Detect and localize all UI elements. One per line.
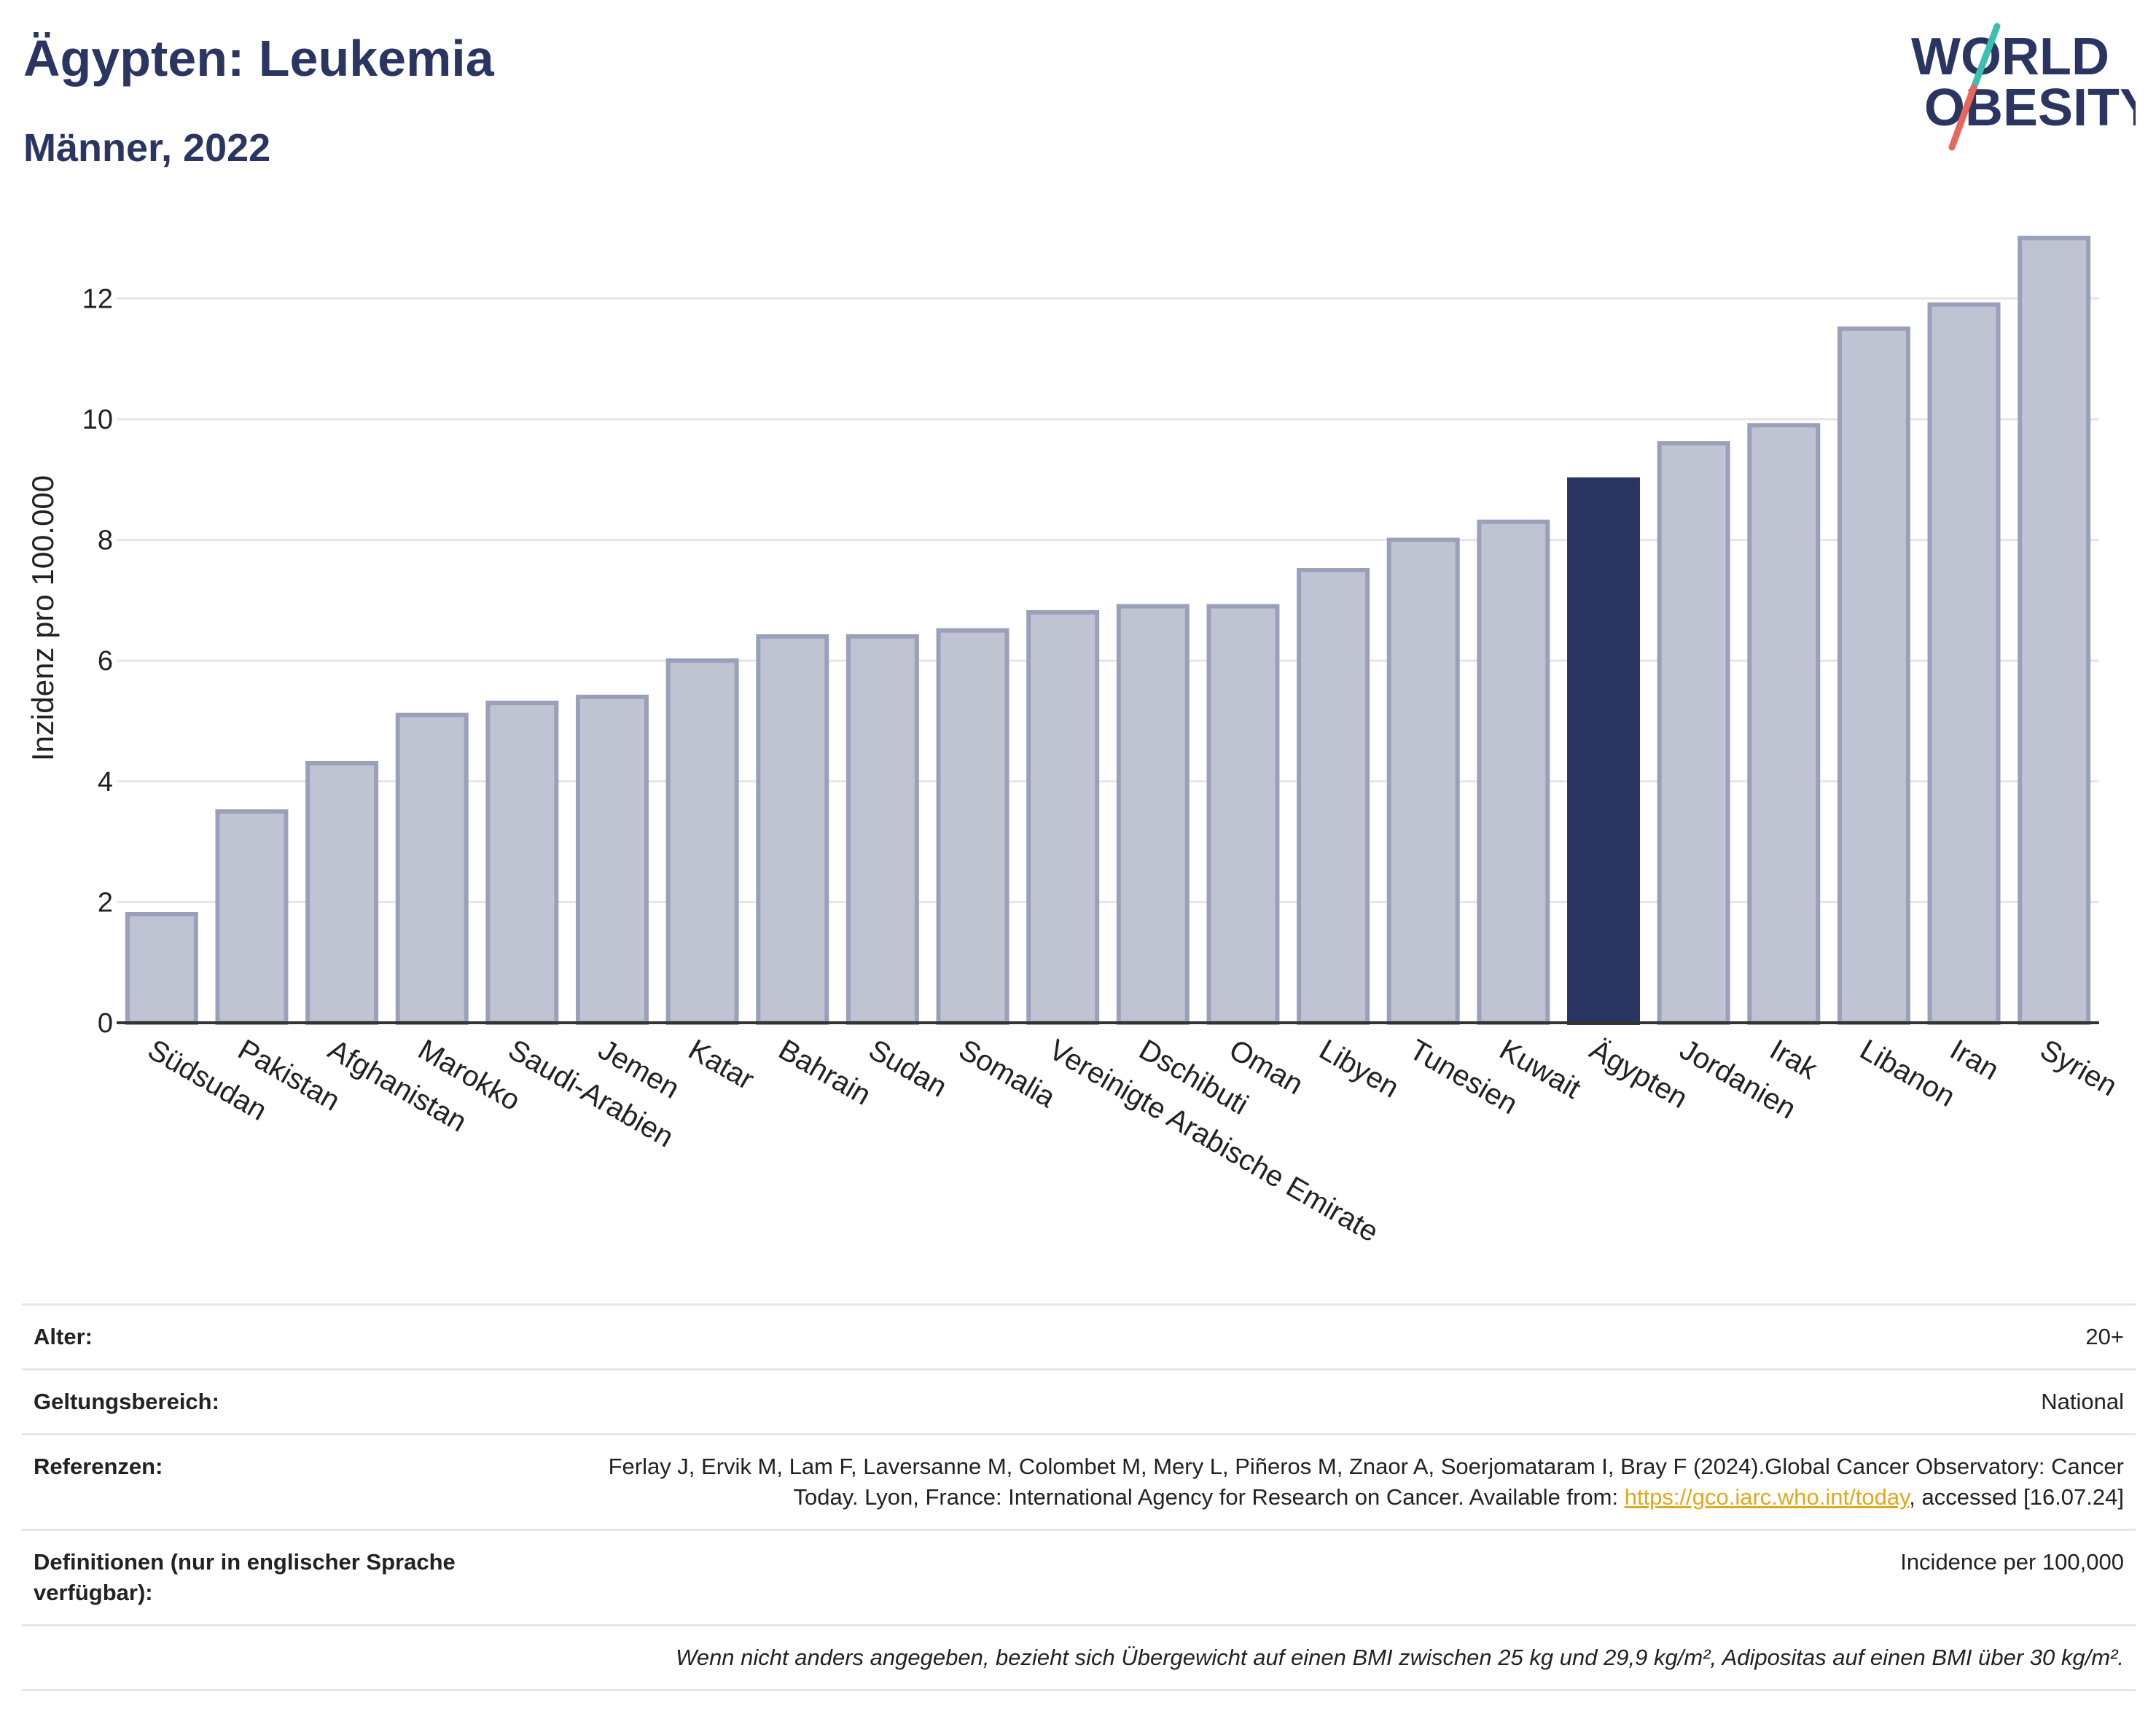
x-tick-label: Sudan [863, 1034, 952, 1104]
bar [2018, 235, 2091, 1026]
info-row-scope: Geltungsbereich: National [22, 1368, 2136, 1435]
age-label: Alter: [22, 1303, 541, 1370]
references-link[interactable]: https://gco.iarc.who.int/today [1624, 1484, 1910, 1510]
info-row-note: Wenn nicht anders angegeben, bezieht sic… [22, 1624, 2136, 1691]
info-row-definitions: Definitionen (nur in englischer Sprache … [22, 1529, 2136, 1626]
bar [125, 911, 198, 1025]
y-tick-label: 0 [98, 1008, 113, 1039]
world-obesity-logo: WORLD OBESITY [1911, 23, 2136, 151]
references-text: Ferlay J, Ervik M, Lam F, Laversanne M, … [608, 1454, 2124, 1510]
bar [1026, 609, 1100, 1025]
bar [1116, 604, 1190, 1025]
x-tick-label: Libanon [1854, 1034, 1960, 1113]
bar [395, 712, 469, 1025]
y-axis-label: Inzidenz pro 100.000 [26, 475, 60, 761]
info-table: Alter: 20+ Geltungsbereich: National Ref… [22, 1303, 2136, 1691]
references-value: Ferlay J, Ervik M, Lam F, Laversanne M, … [541, 1433, 2136, 1530]
bar [1297, 568, 1370, 1025]
bar-chart: 0 2 4 6 8 10 12 SüdsudanPakistanAfghanistanMar… [26, 235, 2122, 1249]
footnote: Wenn nicht anders angegeben, bezieht sic… [22, 1624, 2136, 1691]
logo-slash-bottom [1948, 84, 1977, 151]
bar [845, 634, 919, 1025]
bar [1206, 604, 1280, 1025]
bar [305, 760, 379, 1025]
bar [665, 658, 739, 1025]
x-tick-label: Irak [1765, 1034, 1824, 1086]
x-tick-label: Libyen [1314, 1034, 1405, 1104]
bar [1386, 537, 1460, 1025]
age-value: 20+ [541, 1303, 2136, 1370]
bars [125, 235, 2091, 1026]
scope-value: National [541, 1368, 2136, 1435]
x-tick-label: Somalia [953, 1034, 1061, 1115]
y-tick-label: 2 [98, 887, 113, 918]
x-tick-label: Bahrain [773, 1034, 876, 1112]
bar [576, 694, 649, 1025]
chart-title: Ägypten: Leukemia [23, 30, 494, 87]
bar [1657, 441, 1730, 1025]
info-row-references: Referenzen: Ferlay J, Ervik M, Lam F, La… [22, 1433, 2136, 1530]
bar [1747, 423, 1821, 1025]
x-tick-label: Ägypten [1585, 1034, 1693, 1115]
y-tick-label: 6 [98, 646, 113, 677]
bar [485, 701, 559, 1025]
info-row-age: Alter: 20+ [22, 1303, 2136, 1370]
y-tick-label: 8 [98, 526, 113, 556]
bar [1477, 519, 1550, 1025]
x-tick-label: Iran [1945, 1034, 2004, 1087]
y-tick-label: 12 [82, 284, 113, 314]
bar [1837, 326, 1910, 1025]
references-label: Referenzen: [22, 1433, 541, 1530]
definitions-value: Incidence per 100,000 [541, 1529, 2136, 1626]
x-axis-ticks: SüdsudanPakistanAfghanistanMarokkoSaudi-… [142, 1034, 2122, 1249]
references-accessed: , accessed [16.07.24] [1909, 1484, 2124, 1510]
y-tick-label: 10 [82, 405, 113, 435]
y-tick-label: 4 [98, 767, 113, 798]
definitions-label: Definitionen (nur in englischer Sprache … [22, 1529, 541, 1626]
scope-label: Geltungsbereich: [22, 1368, 541, 1435]
bar [1927, 302, 2001, 1025]
logo-slash-top [1970, 23, 2001, 91]
bar [215, 809, 289, 1025]
bar [936, 628, 1009, 1025]
x-tick-label: Katar [683, 1034, 759, 1096]
x-tick-label: Syrien [2035, 1034, 2122, 1103]
logo-text-world: WORLD [1911, 28, 2109, 86]
bar-highlighted [1567, 477, 1640, 1025]
y-axis-ticks: 0 2 4 6 8 10 12 [82, 284, 113, 1039]
chart-subtitle: Männer, 2022 [23, 126, 271, 170]
bar [756, 634, 829, 1025]
